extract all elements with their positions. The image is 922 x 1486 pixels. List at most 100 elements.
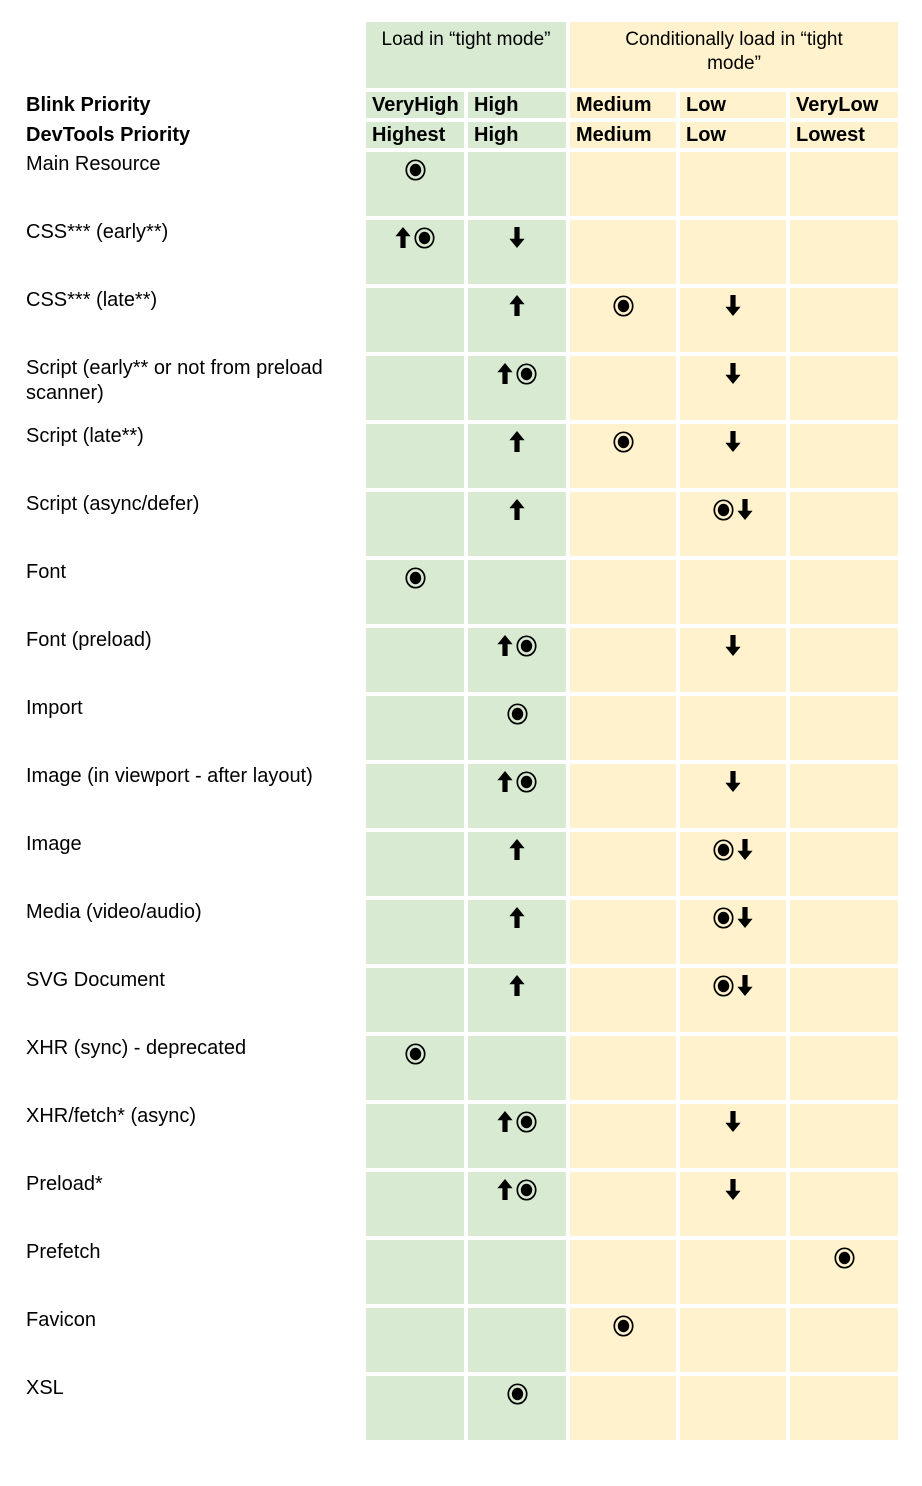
cell-high [468,1104,566,1168]
cell-medium [570,764,676,828]
cell-high [468,832,566,896]
blink-cell-high: High [468,92,566,118]
priority-grid: Load in “tight mode” Conditionally load … [26,22,898,1440]
row-label: CSS*** (early**) [26,221,169,243]
devtools-cell-high: High [468,122,566,148]
cell-low [680,152,786,216]
devtools-cell-highest: Highest [366,122,464,148]
corner-spacer [26,22,362,88]
cell-verylow [790,220,898,284]
cell-medium [570,220,676,284]
fisheye-icon [612,1315,634,1337]
cell-verylow [790,764,898,828]
cell-low [680,288,786,352]
row-label: Favicon [26,1309,97,1331]
fisheye-icon [414,227,435,249]
cell-verylow [790,560,898,624]
cell-verylow [790,356,898,420]
fisheye-icon [713,907,734,929]
cell-medium [570,1308,676,1372]
up-arrow-icon [509,499,525,520]
cell-medium [570,1240,676,1304]
cell-verylow [790,1036,898,1100]
cell-veryhigh [366,628,464,692]
row-label: CSS*** (late**) [26,289,158,311]
row-label: Font (preload) [26,629,152,651]
cell-high [468,628,566,692]
cell-veryhigh [366,1172,464,1236]
row-label: Preload* [26,1173,103,1195]
cell-low [680,492,786,556]
fisheye-icon [506,703,528,725]
fisheye-icon [404,159,426,181]
cell-high [468,356,566,420]
cell-veryhigh [366,1240,464,1304]
row-label: XSL [26,1377,64,1399]
fisheye-icon [516,1111,537,1133]
cell-veryhigh [366,1104,464,1168]
row-label-blink-priority: Blink Priority [26,94,151,116]
fisheye-icon [713,499,734,521]
cell-verylow [790,696,898,760]
cell-medium [570,696,676,760]
cell-verylow [790,900,898,964]
up-arrow-icon [395,227,411,248]
cell-medium [570,900,676,964]
cell-low [680,696,786,760]
cell-low [680,1240,786,1304]
row-label: Script (early** or not from preload scan… [26,357,323,404]
cell-medium [570,968,676,1032]
cell-veryhigh [366,696,464,760]
row-label: XHR/fetch* (async) [26,1105,197,1127]
up-arrow-icon [509,431,525,452]
fisheye-icon [833,1247,855,1269]
cell-medium [570,1104,676,1168]
cell-high [468,560,566,624]
cell-low [680,356,786,420]
cell-medium [570,424,676,488]
cell-veryhigh [366,764,464,828]
cell-veryhigh [366,1036,464,1100]
cell-high [468,492,566,556]
cell-medium [570,628,676,692]
cell-medium [570,1376,676,1440]
fisheye-icon [404,567,426,589]
cell-verylow [790,1240,898,1304]
group-header-tight-mode-label: Load in “tight mode” [381,29,551,50]
fisheye-icon [516,771,537,793]
group-header-conditional-label: Conditionally load in “tight mode” [625,29,843,74]
blink-cell-veryhigh: VeryHigh [366,92,464,118]
cell-high [468,1308,566,1372]
row-label: Font [26,561,67,583]
cell-low [680,900,786,964]
cell-verylow [790,832,898,896]
cell-low [680,1104,786,1168]
row-label: Script (async/defer) [26,493,200,515]
cell-low [680,1308,786,1372]
cell-medium [570,288,676,352]
devtools-cell-lowest: Lowest [790,122,898,148]
cell-low [680,560,786,624]
cell-veryhigh [366,492,464,556]
fisheye-icon [506,1383,528,1405]
down-arrow-icon [737,839,753,860]
cell-veryhigh [366,1308,464,1372]
fisheye-icon [516,1179,537,1201]
blink-cell-medium: Medium [570,92,676,118]
row-label: SVG Document [26,969,165,991]
devtools-cell-medium: Medium [570,122,676,148]
row-label: Media (video/audio) [26,901,202,923]
group-header-conditional: Conditionally load in “tight mode” [570,22,898,88]
down-arrow-icon [737,907,753,928]
cell-low [680,424,786,488]
cell-veryhigh [366,356,464,420]
cell-low [680,968,786,1032]
up-arrow-icon [509,295,525,316]
cell-verylow [790,968,898,1032]
row-label: Import [26,697,83,719]
up-arrow-icon [497,771,513,792]
cell-high [468,764,566,828]
cell-high [468,152,566,216]
cell-low [680,1172,786,1236]
down-arrow-icon [737,499,753,520]
